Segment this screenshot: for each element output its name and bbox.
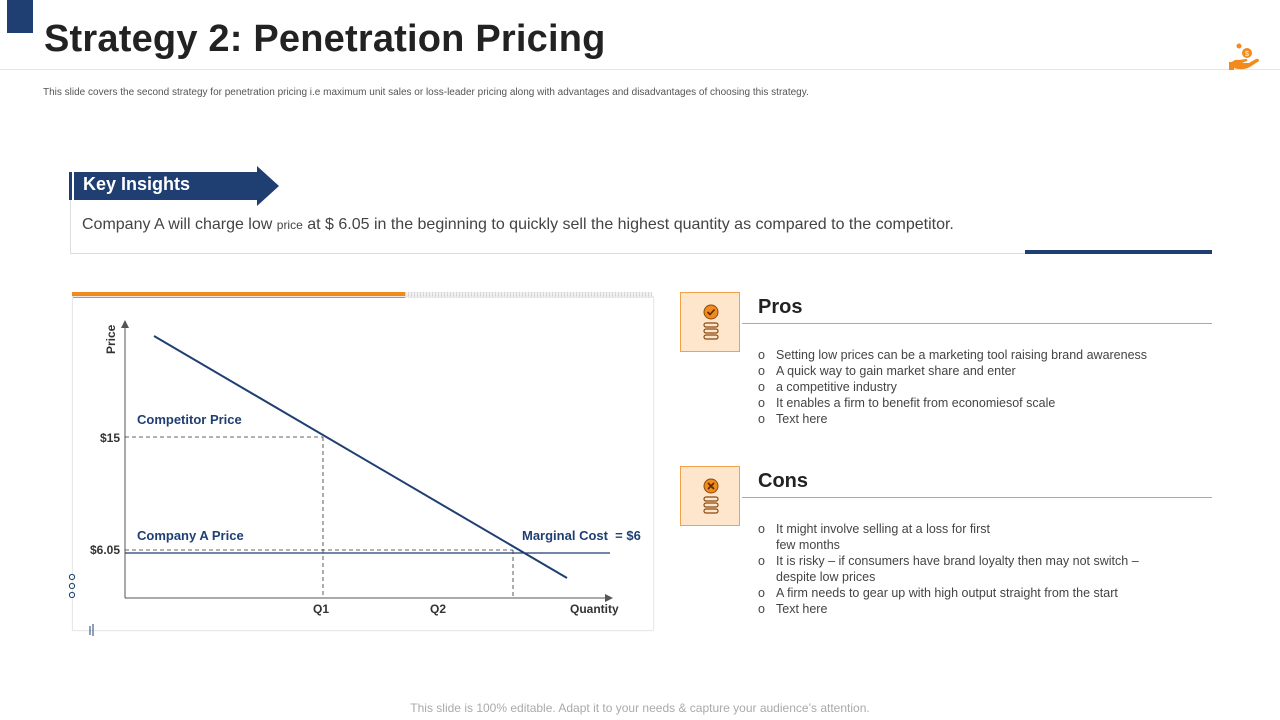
competitor-price-label: Competitor Price bbox=[137, 412, 242, 427]
list-item-text: Setting low prices can be a marketing to… bbox=[776, 348, 1148, 362]
list-item-text: It enables a firm to benefit from econom… bbox=[776, 396, 1056, 410]
insight-text: Company A will charge low price at $ 6.0… bbox=[82, 216, 954, 234]
x-tick-q1: Q1 bbox=[313, 602, 329, 616]
list-item: o A firm needs to gear up with high outpu… bbox=[758, 585, 1168, 601]
bullet-marker: o bbox=[758, 412, 765, 426]
x-axis-label: Quantity bbox=[570, 602, 619, 616]
insight-text-small: price bbox=[276, 218, 303, 232]
list-item-text: Text here bbox=[776, 412, 828, 426]
pros-icon-box bbox=[680, 292, 740, 352]
hand-coin-icon: $ bbox=[1229, 43, 1259, 70]
company-a-price-label: Company A Price bbox=[137, 528, 244, 543]
demand-line bbox=[153, 335, 568, 579]
corner-accent bbox=[7, 0, 33, 33]
chart-accent-orange bbox=[72, 292, 405, 298]
x-axis-arrowhead bbox=[605, 594, 613, 602]
check-coins-icon bbox=[703, 304, 719, 340]
list-item: o Text here bbox=[758, 411, 1188, 427]
list-item: o a competitive industry bbox=[758, 379, 1188, 395]
bullet-marker: o bbox=[758, 554, 765, 568]
insight-text-after: at $ 6.05 in the beginning to quickly se… bbox=[302, 216, 954, 233]
cons-title: Cons bbox=[758, 470, 808, 492]
decorative-dots bbox=[68, 573, 76, 599]
key-insights-label: Key Insights bbox=[83, 174, 191, 194]
x-tick-q2: Q2 bbox=[430, 602, 446, 616]
list-item: o A quick way to gain market share and en… bbox=[758, 363, 1188, 379]
pros-title: Pros bbox=[758, 296, 803, 318]
chart-frame bbox=[72, 296, 654, 631]
bullet-marker: o bbox=[758, 380, 765, 394]
page-subtitle: This slide covers the second strategy fo… bbox=[43, 87, 809, 98]
bullet-marker: o bbox=[758, 348, 765, 362]
bullet-marker: o bbox=[758, 396, 765, 410]
cross-coins-icon bbox=[703, 478, 719, 514]
cons-list: o It might involve selling at a loss for … bbox=[758, 521, 1168, 617]
list-item: o Setting low prices can be a marketing t… bbox=[758, 347, 1188, 363]
grip-icon bbox=[89, 624, 94, 636]
key-insights-arrow bbox=[69, 166, 279, 206]
bullet-marker: o bbox=[758, 586, 765, 600]
list-item-text: Text here bbox=[776, 602, 828, 616]
y-tick-6-05: $6.05 bbox=[90, 543, 120, 557]
insight-text-before: Company A will charge low bbox=[82, 216, 277, 233]
marginal-cost-label: Marginal Cost = $6 bbox=[522, 528, 641, 543]
insight-box bbox=[70, 197, 1212, 254]
svg-text:$: $ bbox=[1245, 51, 1249, 58]
list-item: o It might involve selling at a loss for … bbox=[758, 521, 1168, 553]
list-item: o It enables a firm to benefit from econo… bbox=[758, 395, 1188, 411]
chart-accent-grey bbox=[405, 292, 652, 298]
pros-divider bbox=[742, 323, 1212, 324]
bullet-marker: o bbox=[758, 364, 765, 378]
title-divider bbox=[0, 69, 1280, 70]
cons-divider bbox=[742, 497, 1212, 498]
list-item-text: a competitive industry bbox=[776, 380, 897, 394]
list-item-text: It is risky – if consumers have brand lo… bbox=[776, 554, 1139, 584]
cons-icon-box bbox=[680, 466, 740, 526]
y-axis-arrowhead bbox=[121, 320, 129, 328]
pros-list: o Setting low prices can be a marketing t… bbox=[758, 347, 1188, 427]
bullet-marker: o bbox=[758, 522, 765, 536]
list-item-text: It might involve selling at a loss for f… bbox=[776, 522, 990, 552]
y-axis-label: Price bbox=[104, 324, 118, 354]
bullet-marker: o bbox=[758, 602, 765, 616]
y-tick-15: $15 bbox=[100, 431, 120, 445]
page-title: Strategy 2: Penetration Pricing bbox=[44, 18, 606, 60]
insight-accent-bar bbox=[1025, 250, 1212, 254]
list-item: o It is risky – if consumers have brand l… bbox=[758, 553, 1168, 585]
list-item-text: A quick way to gain market share and ent… bbox=[776, 364, 1016, 378]
pricing-chart: Price Quantity $15 $6.05 Q1 Q2 Competito… bbox=[90, 320, 641, 616]
list-item: o Text here bbox=[758, 601, 1168, 617]
list-item-text: A firm needs to gear up with high output… bbox=[776, 586, 1118, 600]
footer-note: This slide is 100% editable. Adapt it to… bbox=[410, 701, 870, 715]
